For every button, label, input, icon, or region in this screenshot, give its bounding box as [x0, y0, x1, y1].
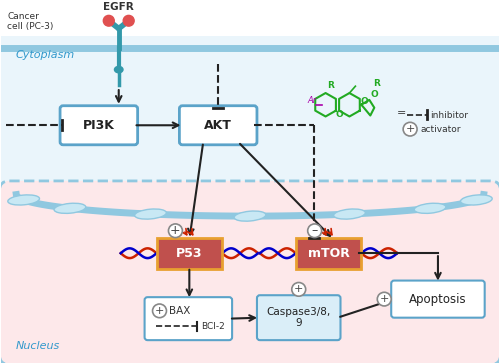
- Ellipse shape: [234, 211, 266, 221]
- Text: O: O: [336, 110, 344, 119]
- Text: =: =: [397, 108, 406, 118]
- Text: R: R: [328, 81, 334, 90]
- Text: BCl-2: BCl-2: [202, 322, 225, 331]
- Text: Caspase3/8,
9: Caspase3/8, 9: [266, 307, 331, 328]
- FancyBboxPatch shape: [0, 181, 500, 364]
- FancyBboxPatch shape: [144, 297, 232, 340]
- Text: +: +: [170, 224, 180, 237]
- Text: R: R: [374, 79, 380, 88]
- Circle shape: [292, 282, 306, 296]
- Text: Apoptosis: Apoptosis: [409, 293, 467, 306]
- Text: EGFR: EGFR: [104, 2, 134, 12]
- Text: O: O: [360, 97, 368, 106]
- Circle shape: [152, 304, 166, 318]
- Text: PI3K: PI3K: [83, 119, 115, 132]
- Text: Nucleus: Nucleus: [16, 341, 60, 351]
- Text: inhibitor: inhibitor: [430, 111, 468, 120]
- Ellipse shape: [8, 195, 40, 205]
- Ellipse shape: [54, 203, 86, 213]
- Circle shape: [123, 15, 134, 26]
- Text: +: +: [380, 294, 389, 304]
- Ellipse shape: [114, 66, 124, 74]
- Text: AKT: AKT: [204, 119, 232, 132]
- Text: +: +: [294, 284, 304, 294]
- Text: +: +: [155, 306, 164, 316]
- Text: Ar: Ar: [308, 96, 317, 105]
- Circle shape: [403, 122, 417, 136]
- Text: Cancer
cell (PC-3): Cancer cell (PC-3): [8, 12, 54, 31]
- Circle shape: [104, 15, 115, 26]
- Text: mTOR: mTOR: [308, 247, 350, 260]
- Ellipse shape: [134, 209, 166, 219]
- Text: +: +: [406, 124, 415, 134]
- Text: –: –: [312, 224, 318, 237]
- Circle shape: [168, 224, 182, 238]
- Circle shape: [378, 292, 391, 306]
- Text: activator: activator: [420, 125, 461, 134]
- Text: O: O: [370, 90, 378, 99]
- Bar: [2, 36, 498, 217]
- FancyBboxPatch shape: [257, 295, 340, 340]
- Text: P53: P53: [176, 247, 203, 260]
- Ellipse shape: [414, 203, 446, 213]
- FancyBboxPatch shape: [156, 238, 222, 269]
- Ellipse shape: [460, 195, 492, 205]
- FancyBboxPatch shape: [391, 281, 484, 318]
- Text: Cytoplasm: Cytoplasm: [16, 50, 74, 60]
- Ellipse shape: [334, 209, 366, 219]
- Text: BAX: BAX: [170, 306, 191, 316]
- FancyBboxPatch shape: [180, 106, 257, 145]
- Circle shape: [308, 224, 322, 238]
- FancyBboxPatch shape: [296, 238, 362, 269]
- FancyBboxPatch shape: [60, 106, 138, 145]
